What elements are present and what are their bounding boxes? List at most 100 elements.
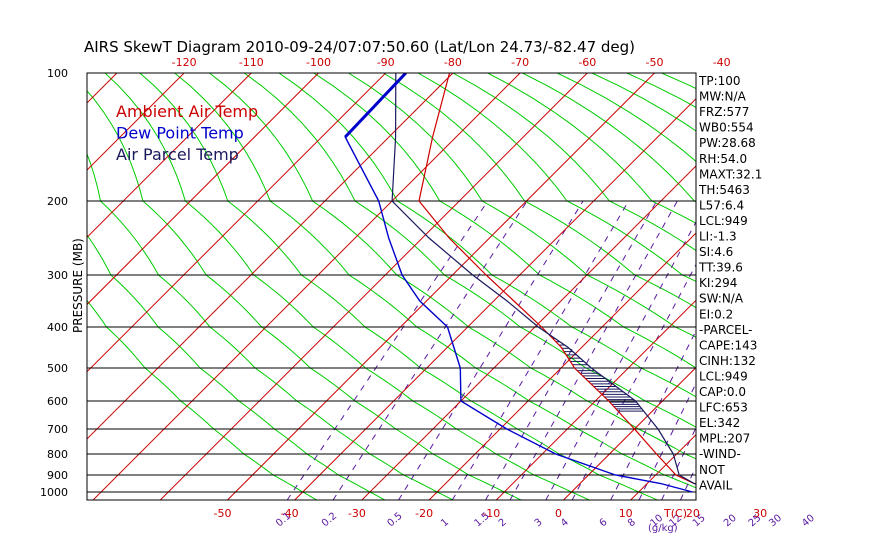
index-label: AVAIL — [699, 478, 733, 492]
pressure-tick-label: 200 — [47, 195, 68, 208]
index-label: L57:6.4 — [699, 198, 744, 212]
index-label: FRZ:577 — [699, 105, 749, 119]
dry-adiabat-line — [417, 73, 696, 282]
pressure-tick-label: 300 — [47, 269, 68, 282]
pressure-tick-label: 500 — [47, 362, 68, 375]
mixing-ratio-tick-label: 30 — [767, 513, 784, 530]
dry-adiabat-line — [836, 73, 870, 500]
index-label: SI:4.6 — [699, 245, 733, 259]
mixing-ratio-tick-label: 4 — [559, 517, 571, 530]
top-temp-tick-label: -100 — [306, 56, 331, 69]
index-label: LI:-1.3 — [699, 230, 737, 244]
index-label: MPL:207 — [699, 432, 750, 446]
dry-adiabat-line — [766, 73, 870, 500]
isotherm-line — [87, 73, 185, 171]
dry-adiabat-line — [383, 73, 696, 309]
index-label: MAXT:32.1 — [699, 167, 762, 181]
dry-adiabat-line — [87, 90, 522, 500]
index-label: CAPE:143 — [699, 338, 757, 352]
pressure-tick-label: 1000 — [40, 486, 68, 499]
index-label: MW:N/A — [699, 90, 747, 104]
mixing-ratio-tick-label: 20 — [722, 513, 739, 530]
mixing-ratio-line — [451, 200, 630, 500]
mixing-ratio-line — [398, 200, 584, 500]
dry-adiabat-line — [801, 73, 870, 500]
dry-adiabat-line — [278, 73, 696, 398]
ambient-temp-line — [418, 73, 696, 485]
bottom-temp-tick-label: -20 — [415, 507, 433, 520]
dew-point-upper-segment — [344, 73, 407, 139]
isotherm-line — [495, 299, 696, 500]
index-label: PW:28.68 — [699, 136, 756, 150]
index-label: TH:5463 — [698, 183, 750, 197]
mixing-ratio-tick-label: 1 — [439, 517, 451, 530]
index-label: LCL:949 — [699, 214, 748, 228]
dew-point-line — [344, 73, 693, 493]
parcel-temp-line — [391, 73, 696, 485]
mixing-ratio-line — [813, 201, 870, 500]
top-temp-tick-label: -120 — [172, 56, 197, 69]
isotherm-line — [87, 73, 319, 306]
chart-title: AIRS SkewT Diagram 2010-09-24/07:07:50.6… — [84, 38, 635, 56]
dry-adiabat-line — [487, 73, 696, 224]
index-label: TP:100 — [698, 74, 741, 88]
index-label: KI:294 — [699, 276, 737, 290]
pressure-tick-label: 900 — [47, 469, 68, 482]
bottom-temp-tick-label: 30 — [753, 507, 767, 520]
mixing-ratio-line — [571, 263, 696, 500]
top-temp-tick-label: -70 — [511, 56, 529, 69]
dry-adiabat-line — [313, 73, 696, 369]
index-label: LFC:653 — [699, 401, 748, 415]
index-label: EI:0.2 — [699, 307, 733, 321]
plot-frame — [86, 72, 697, 501]
pressure-tick-label: 400 — [47, 321, 68, 334]
pressure-tick-label: 100 — [47, 67, 68, 80]
temp-axis-label: T(C) — [663, 507, 687, 520]
y-axis-label: PRESSURE (MB) — [71, 238, 85, 333]
dry-adiabat-line — [209, 73, 696, 460]
dry-adiabat-line — [452, 73, 696, 252]
top-temp-tick-label: -60 — [578, 56, 596, 69]
cape-hatching — [549, 334, 644, 412]
dry-adiabat-line — [348, 73, 696, 338]
pressure-tick-label: 700 — [47, 423, 68, 436]
mixing-ratio-axis-label: (g/kg) — [648, 523, 678, 534]
pressure-tick-labels: 100 200 300 400 500 600 700 800 900 1000 — [40, 67, 68, 499]
mixing-ratio-line — [286, 200, 489, 500]
dry-adiabats — [87, 73, 870, 500]
dry-adiabat-line — [87, 299, 317, 500]
bottom-temp-tick-label: -50 — [214, 507, 232, 520]
mixing-ratio-tick-label: 0.2 — [320, 511, 339, 530]
mixing-ratio-line — [509, 200, 678, 500]
top-temp-tick-label: -50 — [646, 56, 664, 69]
mixing-ratio-tick-label: 40 — [800, 513, 817, 530]
top-temperature-tick-labels: -120 -110 -100 -90 -80 -70 -60 -50 -40 — [172, 56, 731, 69]
dry-adiabat-line — [661, 73, 696, 90]
index-label: TT:39.6 — [698, 261, 743, 275]
mixing-ratio-tick-label: 0.5 — [385, 511, 404, 530]
dry-adiabat-line — [87, 234, 386, 500]
mixing-ratio-line — [545, 220, 696, 500]
dry-adiabat-line — [243, 73, 696, 428]
index-label: RH:54.0 — [699, 152, 747, 166]
mixing-ratio-tick-label: 8 — [626, 517, 638, 530]
bottom-temp-tick-label: -30 — [348, 507, 366, 520]
dry-adiabat-line — [87, 152, 454, 500]
sounding-profiles — [344, 73, 696, 493]
index-label: SW:N/A — [699, 292, 744, 306]
index-label: NOT — [699, 463, 725, 477]
index-label: WB0:554 — [699, 121, 754, 135]
top-temp-tick-label: -90 — [377, 56, 395, 69]
legend-entry: Dew Point Temp — [116, 124, 244, 143]
bottom-temp-tick-label: 10 — [619, 507, 633, 520]
isotherm-line — [0, 73, 50, 500]
mixing-ratio-tick-label: 2 — [497, 517, 509, 530]
mixing-ratio-line — [780, 201, 870, 500]
legend-entry: Ambient Air Temp — [116, 102, 258, 121]
bottom-temp-tick-label: 0 — [555, 507, 562, 520]
index-label: -PARCEL- — [699, 323, 753, 337]
top-temp-tick-label: -110 — [239, 56, 264, 69]
legend: Ambient Air Temp Dew Point Temp Air Parcel… — [116, 102, 258, 164]
